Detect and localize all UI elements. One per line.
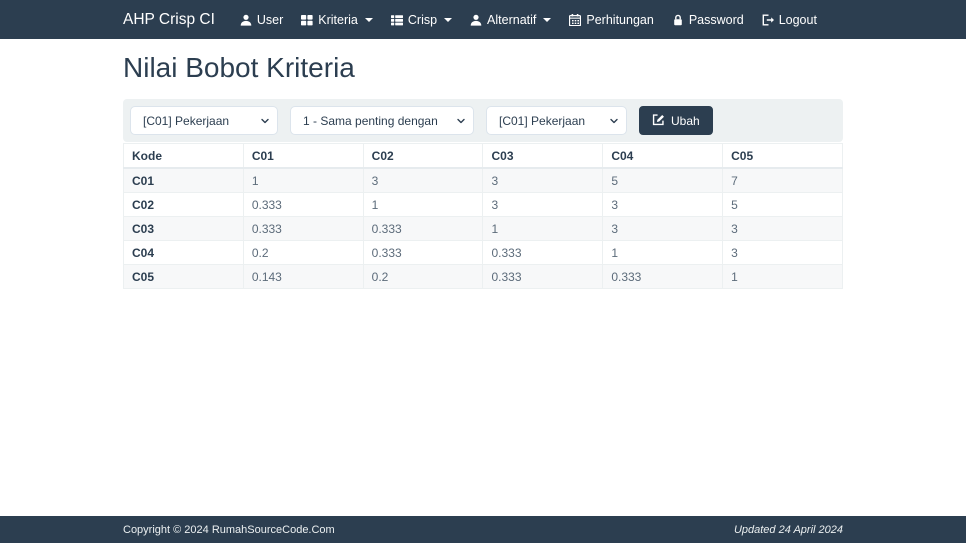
row-header: C03 xyxy=(123,216,244,241)
row-header: C05 xyxy=(123,264,244,289)
nav-item-label: User xyxy=(256,12,284,27)
nav-item-kriteria[interactable]: Kriteria xyxy=(292,0,382,39)
matrix-cell: 3 xyxy=(602,192,724,217)
edit-icon xyxy=(652,113,665,129)
ubah-button-label: Ubah xyxy=(671,113,700,128)
col-header-kode: Kode xyxy=(123,143,244,169)
nav-menu: User Kriteria Crisp xyxy=(231,0,826,39)
col-header-c05: C05 xyxy=(722,143,843,169)
col-header-c03: C03 xyxy=(482,143,604,169)
matrix-cell: 1 xyxy=(482,216,604,241)
caret-down-icon xyxy=(444,17,453,22)
nav-item-crisp[interactable]: Crisp xyxy=(382,0,461,39)
matrix-cell: 0.143 xyxy=(242,264,364,289)
matrix-cell: 1 xyxy=(602,240,724,265)
th-list-icon xyxy=(390,14,403,26)
matrix-cell: 0.333 xyxy=(242,216,364,241)
criteria-left-select[interactable]: [C01] Pekerjaan xyxy=(130,106,278,135)
matrix-cell: 1 xyxy=(722,264,843,289)
matrix-cell: 0.333 xyxy=(362,240,484,265)
col-header-c04: C04 xyxy=(602,143,724,169)
matrix-cell: 0.2 xyxy=(362,264,484,289)
criteria-right-select[interactable]: [C01] Pekerjaan xyxy=(486,106,627,135)
row-header: C02 xyxy=(123,192,244,217)
matrix-cell: 7 xyxy=(722,167,843,193)
table-header-row: Kode C01 C02 C03 C04 C05 xyxy=(123,143,843,169)
matrix-cell: 0.333 xyxy=(602,264,724,289)
nav-item-label: Perhitungan xyxy=(586,12,654,27)
matrix-cell: 0.2 xyxy=(242,240,364,265)
matrix-cell: 3 xyxy=(722,240,843,265)
matrix-cell: 3 xyxy=(482,167,604,193)
main-content: Nilai Bobot Kriteria [C01] Pekerjaan 1 -… xyxy=(0,39,966,516)
scale-select[interactable]: 1 - Sama penting dengan xyxy=(290,106,474,135)
nav-item-label: Password xyxy=(688,12,744,27)
nav-item-label: Kriteria xyxy=(318,12,358,27)
copyright-text: Copyright © 2024 RumahSourceCode.Com xyxy=(123,523,335,536)
matrix-cell: 3 xyxy=(722,216,843,241)
nav-item-label: Logout xyxy=(778,12,817,27)
user-icon xyxy=(240,14,252,26)
row-header: C04 xyxy=(123,240,244,265)
page-title: Nilai Bobot Kriteria xyxy=(123,52,355,83)
nav-item-perhitungan[interactable]: Perhitungan xyxy=(560,0,662,39)
nav-item-user[interactable]: User xyxy=(231,0,292,39)
matrix-cell: 0.333 xyxy=(242,192,364,217)
page-footer: Copyright © 2024 RumahSourceCode.Com Upd… xyxy=(0,516,966,543)
brand-link[interactable]: AHP Crisp CI xyxy=(123,10,215,28)
criteria-weight-table: Kode C01 C02 C03 C04 C05 C01 1 3 3 5 xyxy=(123,143,843,289)
matrix-cell: 5 xyxy=(722,192,843,217)
calendar-icon xyxy=(569,13,582,26)
logout-icon xyxy=(762,14,774,26)
matrix-cell: 3 xyxy=(602,216,724,241)
matrix-cell: 1 xyxy=(362,192,484,217)
table-row: C03 0.333 0.333 1 3 3 xyxy=(123,216,843,241)
comparison-form-panel: [C01] Pekerjaan 1 - Sama penting dengan xyxy=(123,99,843,142)
col-header-c01: C01 xyxy=(242,143,364,169)
matrix-cell: 0.333 xyxy=(362,216,484,241)
matrix-cell: 5 xyxy=(602,167,724,193)
top-navbar: AHP Crisp CI User Kriteria xyxy=(0,0,966,39)
col-header-c02: C02 xyxy=(362,143,484,169)
matrix-cell: 1 xyxy=(242,167,364,193)
nav-item-label: Alternatif xyxy=(487,12,537,27)
table-row: C04 0.2 0.333 0.333 1 3 xyxy=(123,240,843,265)
updated-text: Updated 24 April 2024 xyxy=(733,523,843,536)
nav-item-logout[interactable]: Logout xyxy=(753,0,826,39)
matrix-cell: 3 xyxy=(482,192,604,217)
matrix-cell: 0.333 xyxy=(482,240,604,265)
matrix-cell: 0.333 xyxy=(482,264,604,289)
table-row: C01 1 3 3 5 7 xyxy=(123,167,843,193)
caret-down-icon xyxy=(364,17,373,22)
caret-down-icon xyxy=(543,17,552,22)
table-row: C02 0.333 1 3 3 5 xyxy=(123,192,843,217)
nav-item-password[interactable]: Password xyxy=(663,0,753,39)
grid-icon xyxy=(301,14,313,26)
ubah-button[interactable]: Ubah xyxy=(639,106,713,135)
matrix-cell: 3 xyxy=(362,167,484,193)
row-header: C01 xyxy=(123,167,244,193)
nav-item-label: Crisp xyxy=(407,12,438,27)
lock-icon xyxy=(672,14,684,26)
nav-item-alternatif[interactable]: Alternatif xyxy=(461,0,560,39)
user-icon xyxy=(470,14,482,26)
table-row: C05 0.143 0.2 0.333 0.333 1 xyxy=(123,264,843,289)
